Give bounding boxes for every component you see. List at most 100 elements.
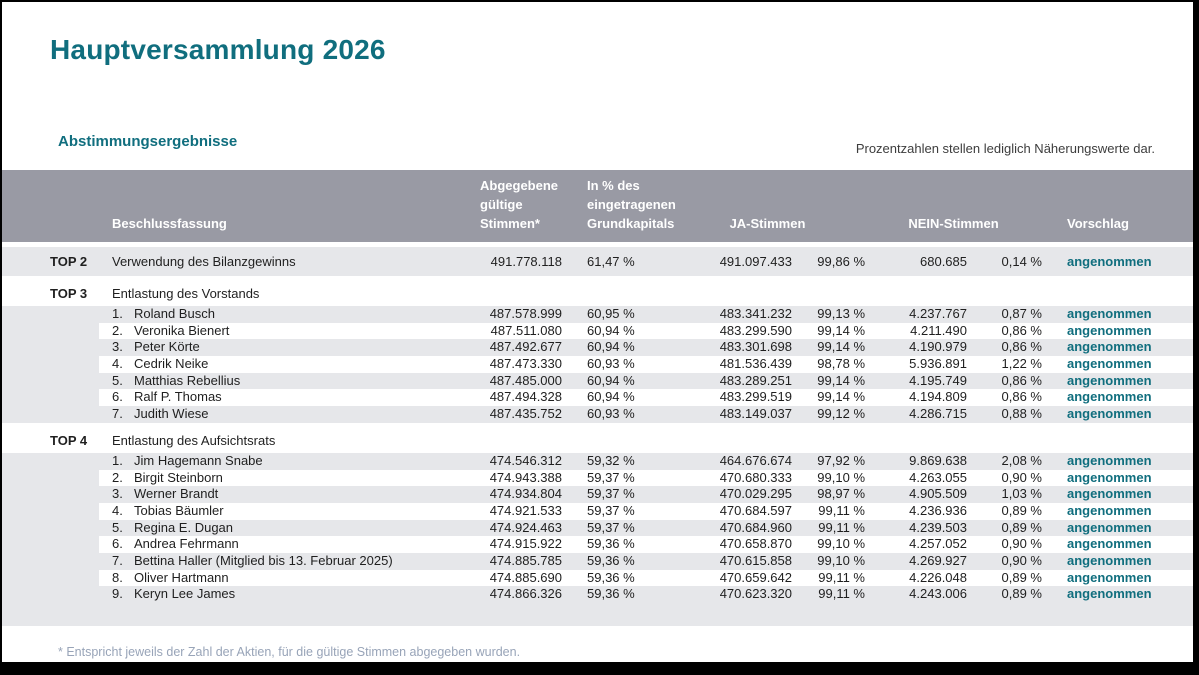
top-label <box>2 586 112 603</box>
yes-votes-value: 483.301.698 <box>719 339 792 355</box>
proposal-status: angenommen <box>1067 389 1152 405</box>
capital-percent-value: 60,94 % <box>587 372 635 388</box>
capital-percent-value: 61,47 % <box>587 254 635 269</box>
valid-votes-value: 487.494.328 <box>489 389 562 405</box>
item-name: Veronika Bienert <box>134 322 230 338</box>
proposal-status: angenommen <box>1067 406 1152 422</box>
item-number: 7. <box>112 552 123 568</box>
yes-percent-value: 99,14 % <box>817 372 865 388</box>
yes-percent-value: 99,11 % <box>818 502 865 518</box>
resolution-title: Entlastung des Aufsichtsrats <box>112 432 276 448</box>
item-name: Ralf P. Thomas <box>134 389 222 405</box>
table-row: 1. Jim Hagemann Snabe 474.546.312 59,32 % 46… <box>2 453 1193 470</box>
table-row: 6. Andrea Fehrmann 474.915.922 59,36 % 470.6… <box>2 536 1193 553</box>
footnote: * Entspricht jeweils der Zahl der Aktien… <box>58 645 521 659</box>
item-number: 5. <box>112 372 123 388</box>
no-votes-value: 4.269.927 <box>909 552 967 568</box>
capital-percent-value: 59,37 % <box>587 519 635 535</box>
capital-percent-value: 60,94 % <box>587 339 635 355</box>
proposal-status: angenommen <box>1067 536 1152 552</box>
item-name: Jim Hagemann Snabe <box>134 452 263 468</box>
table-row: 2. Veronika Bienert 487.511.080 60,94 % 483.… <box>2 322 1193 340</box>
no-votes-value: 4.257.052 <box>909 536 967 552</box>
no-votes-value: 4.286.715 <box>909 406 967 422</box>
no-percent-value: 0,89 % <box>1001 502 1042 518</box>
top-label: TOP 3 <box>50 286 88 301</box>
yes-percent-value: 98,78 % <box>817 356 865 372</box>
yes-votes-value: 470.623.320 <box>719 586 792 602</box>
valid-votes-value: 474.866.326 <box>489 586 562 602</box>
no-percent-value: 1,03 % <box>1001 486 1042 502</box>
top-label <box>2 570 112 587</box>
item-number: 9. <box>112 586 123 602</box>
proposal-status: angenommen <box>1067 356 1152 372</box>
table-row: 2. Birgit Steinborn 474.943.388 59,37 % 470.… <box>2 469 1193 487</box>
item-name: Oliver Hartmann <box>134 569 229 585</box>
item-name: Andrea Fehrmann <box>134 536 239 552</box>
no-percent-value: 0,89 % <box>1001 569 1042 585</box>
item-number: 3. <box>112 486 123 502</box>
valid-votes-value: 474.924.463 <box>489 519 562 535</box>
item-name-cell: 8. Oliver Hartmann <box>112 570 464 587</box>
proposal-status: angenommen <box>1067 469 1152 485</box>
item-name-cell: 2. Birgit Steinborn <box>112 470 464 487</box>
yes-votes-value: 483.149.037 <box>719 406 792 422</box>
document-page: Hauptversammlung 2026 Abstimmungsergebni… <box>2 2 1193 662</box>
item-name-cell: 3. Peter Körte <box>112 339 464 356</box>
yes-percent-value: 99,10 % <box>817 536 865 552</box>
proposal-status: angenommen <box>1067 322 1152 338</box>
item-number: 1. <box>112 306 123 321</box>
capital-percent-value: 59,36 % <box>587 536 635 552</box>
section-row: TOP 4 Entlastung des Aufsichtsrats <box>2 427 1193 453</box>
item-name-cell: 6. Andrea Fehrmann <box>112 536 464 553</box>
item-name-cell: 3. Werner Brandt <box>112 486 464 503</box>
item-name: Bettina Haller (Mitglied bis 13. Februar… <box>134 552 393 568</box>
yes-votes-value: 483.299.590 <box>719 322 792 338</box>
no-percent-value: 2,08 % <box>1001 452 1042 468</box>
valid-votes-value: 474.921.533 <box>489 502 562 518</box>
yes-percent-value: 99,86 % <box>817 254 865 269</box>
no-percent-value: 0,87 % <box>1001 306 1042 321</box>
no-percent-value: 1,22 % <box>1001 356 1042 372</box>
no-votes-value: 680.685 <box>920 254 967 269</box>
no-votes-value: 4.905.509 <box>909 486 967 502</box>
table-row: 3. Werner Brandt 474.934.804 59,37 % 470.029… <box>2 486 1193 503</box>
no-percent-value: 0,14 % <box>1001 254 1042 269</box>
table-row: 3. Peter Körte 487.492.677 60,94 % 483.301.6… <box>2 339 1193 356</box>
no-votes-value: 4.211.490 <box>910 322 967 338</box>
capital-percent-value: 59,36 % <box>587 552 635 568</box>
no-votes-value: 4.190.979 <box>909 339 967 355</box>
top-label <box>2 356 112 373</box>
section-row: TOP 2 Verwendung des Bilanzgewinns 491.778… <box>2 247 1193 276</box>
no-percent-value: 0,90 % <box>1001 536 1042 552</box>
capital-percent-value: 60,94 % <box>587 322 635 338</box>
no-votes-value: 4.239.503 <box>909 519 967 535</box>
capital-percent-value: 59,37 % <box>587 502 635 518</box>
proposal-status: angenommen <box>1067 552 1152 568</box>
yes-percent-value: 99,11 % <box>818 586 865 602</box>
item-number: 2. <box>112 469 123 485</box>
column-header-grundkapital: In % des eingetragenen Grundkapitals <box>587 178 676 231</box>
proposal-status: angenommen <box>1067 502 1152 518</box>
valid-votes-value: 487.578.999 <box>489 306 562 321</box>
proposal-status: angenommen <box>1067 452 1152 468</box>
table-row: 6. Ralf P. Thomas 487.494.328 60,94 % 483.29… <box>2 389 1193 407</box>
valid-votes-value: 487.435.752 <box>489 406 562 422</box>
item-name-cell: 2. Veronika Bienert <box>112 323 464 340</box>
yes-percent-value: 99,10 % <box>817 469 865 485</box>
item-name-cell: 6. Ralf P. Thomas <box>112 389 464 406</box>
item-name-cell: 1. Roland Busch <box>112 306 464 323</box>
item-name: Matthias Rebellius <box>134 372 241 388</box>
item-name: Cedrik Neike <box>134 356 209 372</box>
item-number: 3. <box>112 339 123 355</box>
top-label <box>2 373 112 390</box>
column-header-abgegebene-stimmen: Abgegebene gültige Stimmen* <box>480 178 559 231</box>
item-number: 4. <box>112 356 123 372</box>
proposal-status: angenommen <box>1067 586 1152 602</box>
no-percent-value: 0,86 % <box>1001 339 1042 355</box>
table-row: 7. Bettina Haller (Mitglied bis 13. Febru… <box>2 553 1193 570</box>
top-label <box>2 486 112 503</box>
no-percent-value: 0,88 % <box>1001 406 1042 422</box>
yes-percent-value: 99,14 % <box>817 322 865 338</box>
approximation-note: Prozentzahlen stellen lediglich Näherung… <box>855 141 1155 156</box>
